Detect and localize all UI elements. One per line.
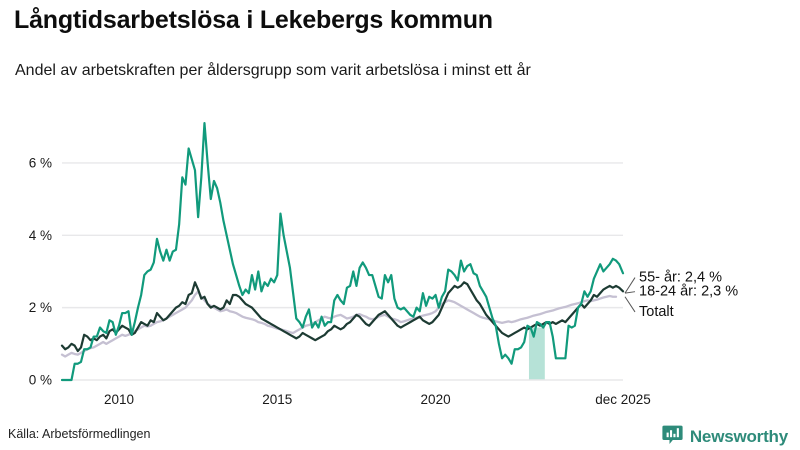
y-axis-tick-label: 4 % <box>29 228 52 243</box>
x-axis-tick-label: 2010 <box>104 392 134 405</box>
y-axis-tick-label: 6 % <box>29 155 52 170</box>
source-note: Källa: Arbetsförmedlingen <box>8 427 151 441</box>
series-annotation-label: 18-24 år: 2,3 % <box>639 284 738 300</box>
series-line-55-r[interactable] <box>60 121 625 382</box>
series-line-totalt[interactable] <box>60 290 618 358</box>
page-title: Långtidsarbetslösa i Lekebergs kommun <box>14 6 493 34</box>
bar-chart-bubble-icon <box>662 424 683 450</box>
series-annotation-label: 55- år: 2,4 % <box>639 270 722 286</box>
x-axis-tick-label: 2015 <box>262 392 292 405</box>
series-annotation-label: Totalt <box>639 304 674 320</box>
leader-line <box>624 291 636 294</box>
highlight-band <box>528 327 545 380</box>
page-subtitle: Andel av arbetskraften per åldersgrupp s… <box>15 62 531 79</box>
x-axis-tick-label: dec 2025 <box>595 392 651 405</box>
y-axis-tick-label: 0 % <box>29 373 52 388</box>
x-axis-tick-label: 2020 <box>421 392 451 405</box>
leader-line <box>624 296 636 313</box>
series-line-18-24-r[interactable] <box>60 281 625 353</box>
y-axis-tick-label: 2 % <box>29 300 52 315</box>
leader-line <box>624 277 636 294</box>
chart-container: 0 % 2 % 4 % 6 % 2010 2015 2020 dec 2025 55- år: … <box>0 95 800 405</box>
brand-label: Newsworthy <box>689 427 788 446</box>
newsworthy-brand[interactable]: Newsworthy <box>662 424 788 450</box>
line-chart[interactable]: 0 % 2 % 4 % 6 % 2010 2015 2020 dec 2025 55- år: … <box>0 95 800 405</box>
